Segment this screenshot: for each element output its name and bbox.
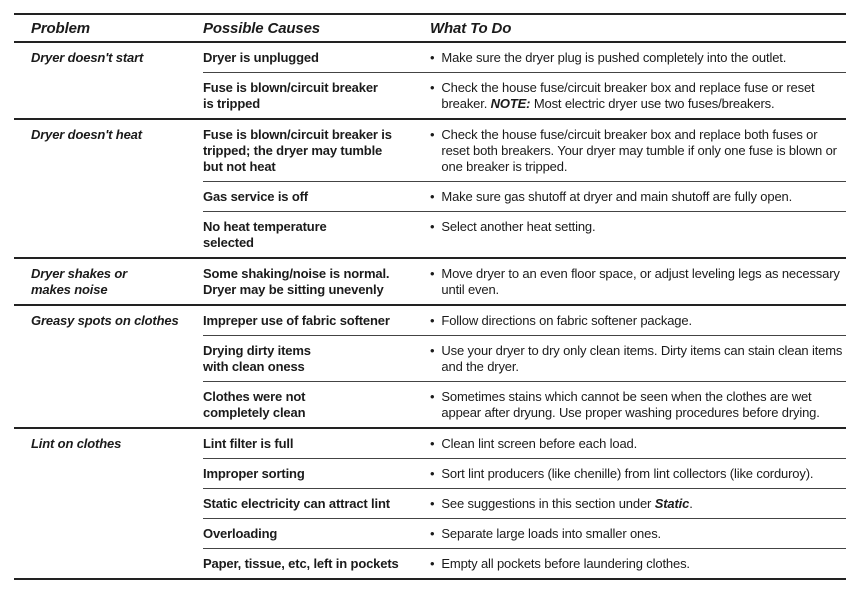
problem-group: Dryer doesn't heat Fuse is blown/circuit …: [14, 120, 846, 259]
action-item: • Make sure the dryer plug is pushed comp…: [428, 43, 846, 72]
cause-text: Gas service is off: [203, 189, 308, 204]
group-rows: Fuse is blown/circuit breaker is tripped…: [203, 120, 846, 257]
problem-groups: Dryer doesn't start Dryer is unplugged • Ma…: [14, 43, 846, 580]
problem-label: Greasy spots on clothes: [31, 313, 179, 328]
group-rows: Dryer is unplugged • Make sure the dryer p…: [203, 43, 846, 118]
cause-row: Improper sorting • Sort lint producers (li…: [203, 458, 846, 488]
cause-text: Impreper use of fabric softener: [203, 313, 390, 328]
action-text: Make sure gas shutoff at dryer and main …: [441, 189, 793, 204]
cause-row: Static electricity can attract lint • See …: [203, 488, 846, 518]
cause-text: No heat temperature selected: [203, 219, 327, 250]
bullet-icon: •: [430, 389, 435, 404]
action-item: • Clean lint screen before each load.: [428, 429, 846, 458]
action-text: Use your dryer to dry only clean items. …: [441, 343, 843, 374]
problem-group: Lint on clothes Lint filter is full • Clean…: [14, 429, 846, 580]
bullet-icon: •: [430, 313, 435, 328]
bullet-icon: •: [430, 189, 435, 204]
problem-group: Greasy spots on clothes Impreper use of f…: [14, 306, 846, 429]
action-text: Sometimes stains which cannot be seen wh…: [441, 389, 820, 420]
bullet-icon: •: [430, 496, 435, 511]
action-item: • Move dryer to an even floor space, or a…: [428, 259, 846, 304]
bullet-icon: •: [430, 50, 435, 65]
problem-label: Dryer doesn't heat: [31, 127, 142, 142]
cause-text: Dryer is unplugged: [203, 50, 319, 65]
action-text: Clean lint screen before each load.: [441, 436, 638, 451]
cause-text: Improper sorting: [203, 466, 305, 481]
action-text: Select another heat setting.: [441, 219, 596, 234]
cause-text: Static electricity can attract lint: [203, 496, 390, 511]
action-item: • Use your dryer to dry only clean items.…: [428, 336, 846, 381]
bullet-icon: •: [430, 80, 435, 95]
problem-group: Dryer shakes or makes noise Some shaking/…: [14, 259, 846, 306]
bullet-icon: •: [430, 127, 435, 142]
cause-row: Clothes were not completely clean • Someti…: [203, 381, 846, 427]
cause-row: Paper, tissue, etc, left in pockets • Empt…: [203, 548, 846, 578]
cause-text: Drying dirty items with clean oness: [203, 343, 311, 374]
action-text: Sort lint producers (like chenille) from…: [441, 466, 814, 481]
action-text: Follow directions on fabric softener pac…: [441, 313, 692, 328]
problem-label: Lint on clothes: [31, 436, 122, 451]
bullet-icon: •: [430, 436, 435, 451]
cause-row: Overloading • Separate large loads into sm…: [203, 518, 846, 548]
action-text: Check the house fuse/circuit breaker box…: [441, 127, 837, 174]
action-item: • Select another heat setting.: [428, 212, 846, 257]
problem-group: Dryer doesn't start Dryer is unplugged • Ma…: [14, 43, 846, 120]
cause-row: Gas service is off • Make sure gas shutoff…: [203, 181, 846, 211]
bullet-icon: •: [430, 556, 435, 571]
problem-label: Dryer shakes or makes noise: [31, 266, 128, 297]
action-text: See suggestions in this section under St…: [441, 496, 693, 511]
cause-row: Fuse is blown/circuit breaker is tripped…: [203, 120, 846, 181]
bullet-icon: •: [430, 266, 435, 281]
action-text: Separate large loads into smaller ones.: [441, 526, 662, 541]
group-rows: Lint filter is full • Clean lint screen be…: [203, 429, 846, 578]
cause-text: Fuse is blown/circuit breaker is tripped: [203, 80, 378, 111]
header-problem: Problem: [31, 20, 90, 37]
action-item: • Check the house fuse/circuit breaker bo…: [428, 120, 846, 181]
cause-row: No heat temperature selected • Select ano…: [203, 211, 846, 257]
action-text: Empty all pockets before laundering clot…: [441, 556, 690, 571]
action-item: • Make sure gas shutoff at dryer and main…: [428, 182, 846, 211]
cause-text: Overloading: [203, 526, 278, 541]
cause-row: Dryer is unplugged • Make sure the dryer p…: [203, 43, 846, 72]
bullet-icon: •: [430, 219, 435, 234]
cause-row: Fuse is blown/circuit breaker is tripped…: [203, 72, 846, 118]
action-text: Check the house fuse/circuit breaker box…: [441, 80, 815, 111]
action-item: • Follow directions on fabric softener pa…: [428, 306, 846, 335]
action-item: • Separate large loads into smaller ones.: [428, 519, 846, 548]
action-text: Make sure the dryer plug is pushed compl…: [441, 50, 787, 65]
action-item: • Sort lint producers (like chenille) fro…: [428, 459, 846, 488]
table-header-row: Problem Possible Causes What To Do: [14, 13, 846, 43]
action-text: Move dryer to an even floor space, or ad…: [441, 266, 840, 297]
action-item: • Empty all pockets before laundering clo…: [428, 549, 846, 578]
header-what-to-do: What To Do: [430, 20, 512, 37]
action-item: • Check the house fuse/circuit breaker bo…: [428, 73, 846, 118]
group-rows: Impreper use of fabric softener • Follow d…: [203, 306, 846, 427]
bullet-icon: •: [430, 466, 435, 481]
cause-row: Drying dirty items with clean oness • Use …: [203, 335, 846, 381]
bullet-icon: •: [430, 526, 435, 541]
action-item: • Sometimes stains which cannot be seen w…: [428, 382, 846, 427]
bullet-icon: •: [430, 343, 435, 358]
cause-row: Some shaking/noise is normal. Dryer may …: [203, 259, 846, 304]
cause-text: Lint filter is full: [203, 436, 294, 451]
header-possible-causes: Possible Causes: [203, 20, 320, 37]
cause-text: Paper, tissue, etc, left in pockets: [203, 556, 399, 571]
troubleshooting-page: Problem Possible Causes What To Do Dryer…: [14, 13, 846, 580]
cause-row: Lint filter is full • Clean lint screen be…: [203, 429, 846, 458]
action-item: • See suggestions in this section under S…: [428, 489, 846, 518]
problem-label: Dryer doesn't start: [31, 50, 144, 65]
cause-text: Some shaking/noise is normal. Dryer may …: [203, 266, 390, 297]
group-rows: Some shaking/noise is normal. Dryer may …: [203, 259, 846, 304]
cause-text: Fuse is blown/circuit breaker is tripped…: [203, 127, 392, 174]
cause-text: Clothes were not completely clean: [203, 389, 306, 420]
cause-row: Impreper use of fabric softener • Follow d…: [203, 306, 846, 335]
